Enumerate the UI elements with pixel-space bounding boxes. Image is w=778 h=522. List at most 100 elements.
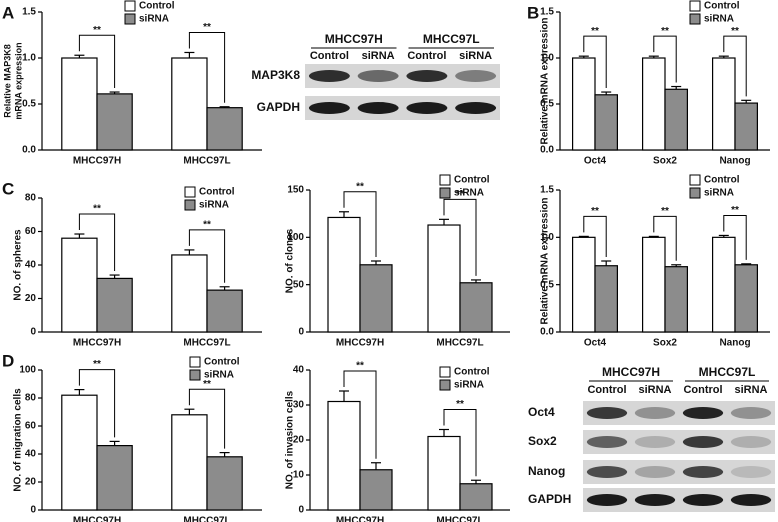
blot-lane-label: Control <box>683 384 722 396</box>
significance-label: ** <box>203 220 211 231</box>
x-tick-label: MHCC97H <box>73 338 121 349</box>
x-tick-label: Oct4 <box>584 156 607 167</box>
y-tick-label: 100 <box>19 365 36 376</box>
y-tick-label: 1.5 <box>540 185 554 196</box>
significance-bracket <box>78 213 116 272</box>
y-tick-label: 40 <box>293 365 305 376</box>
error-bar <box>109 91 120 94</box>
error-bar <box>339 390 349 402</box>
legend-swatch <box>184 186 196 198</box>
error-bar <box>219 452 230 457</box>
blot-group-label: MHCC97L <box>423 32 480 46</box>
blot-band <box>634 407 676 419</box>
blot-band <box>308 102 350 114</box>
y-axis-label: mRNA expression <box>13 42 23 119</box>
legend-swatch <box>184 199 196 211</box>
blot-band <box>682 407 724 419</box>
legend-label: siRNA <box>454 380 484 391</box>
y-tick-label: 0 <box>30 327 36 338</box>
bar <box>711 57 736 151</box>
significance-label: ** <box>731 205 739 216</box>
blot-lane-label: siRNA <box>459 50 492 62</box>
x-tick-label: MHCC97H <box>336 516 384 522</box>
y-tick-label: 40 <box>25 449 37 460</box>
significance-label: ** <box>591 206 599 217</box>
bar <box>96 277 133 333</box>
blot-band <box>730 494 772 506</box>
legend-label: Control <box>454 175 490 186</box>
blot-band <box>586 494 628 506</box>
bar <box>459 282 493 333</box>
significance-bracket <box>723 35 747 97</box>
y-tick-label: 0.0 <box>540 327 554 338</box>
legend-label: Control <box>704 1 740 12</box>
legend-label: siRNA <box>454 188 484 199</box>
panel-label: D <box>2 351 14 370</box>
blot-row-label: Nanog <box>528 464 565 478</box>
y-tick-label: 0 <box>30 505 36 516</box>
error-bar <box>109 274 120 279</box>
y-tick-label: 30 <box>293 400 305 411</box>
y-tick-label: 1.5 <box>22 7 36 18</box>
blot-band <box>308 70 350 82</box>
error-bar <box>74 54 85 58</box>
error-bar <box>601 260 612 266</box>
panel-label: C <box>2 179 14 198</box>
y-tick-label: 80 <box>25 193 37 204</box>
significance-bracket <box>78 34 116 89</box>
y-tick-label: 0.5 <box>22 99 36 110</box>
error-bar <box>578 235 589 238</box>
error-bar <box>671 85 682 90</box>
bar <box>594 265 618 333</box>
error-bar <box>371 462 381 470</box>
y-tick-label: 0 <box>298 505 304 516</box>
error-bar <box>339 211 349 218</box>
error-bar <box>439 428 449 437</box>
x-tick-label: MHCC97H <box>336 338 384 349</box>
bar <box>711 236 736 333</box>
legend-swatch <box>439 174 451 186</box>
error-bar <box>219 286 230 291</box>
x-tick-label: MHCC97H <box>73 516 121 522</box>
error-bar <box>439 218 449 226</box>
legend-label: siRNA <box>704 188 734 199</box>
legend-label: siRNA <box>204 370 234 381</box>
bar <box>61 237 98 333</box>
y-tick-label: 20 <box>293 435 305 446</box>
legend-label: siRNA <box>704 14 734 25</box>
error-bar <box>648 55 659 58</box>
y-axis-label: NO. of invasion cells <box>285 390 296 489</box>
y-tick-label: 40 <box>25 260 37 271</box>
legend-swatch <box>124 0 136 12</box>
x-tick-label: MHCC97H <box>73 156 121 167</box>
error-bar <box>184 51 195 58</box>
legend-swatch <box>689 0 701 12</box>
blot-band <box>634 494 676 506</box>
x-tick-label: MHCC97L <box>183 156 230 167</box>
blot-group-label: MHCC97H <box>602 365 660 379</box>
y-tick-label: 80 <box>25 393 37 404</box>
blot-band <box>586 466 628 478</box>
blot-row-label: Oct4 <box>528 405 555 419</box>
y-axis-label: Relative mRNA expression <box>540 198 551 325</box>
legend-swatch <box>689 13 701 25</box>
significance-bracket <box>188 31 226 103</box>
error-bar <box>471 479 481 484</box>
legend-label: Control <box>454 367 490 378</box>
blot-band <box>586 407 628 419</box>
error-bar <box>741 263 752 265</box>
legend-label: Control <box>199 187 235 198</box>
error-bar <box>718 55 729 58</box>
y-tick-label: 150 <box>287 185 304 196</box>
blot-row-label: GAPDH <box>528 492 571 506</box>
significance-bracket <box>78 369 116 438</box>
bar <box>96 445 133 511</box>
x-tick-label: MHCC97L <box>436 516 483 522</box>
bar <box>61 57 98 151</box>
bar <box>734 264 758 333</box>
x-tick-label: Sox2 <box>653 338 677 349</box>
blot-band <box>730 436 772 448</box>
legend-swatch <box>689 174 701 186</box>
error-bar <box>109 440 120 446</box>
